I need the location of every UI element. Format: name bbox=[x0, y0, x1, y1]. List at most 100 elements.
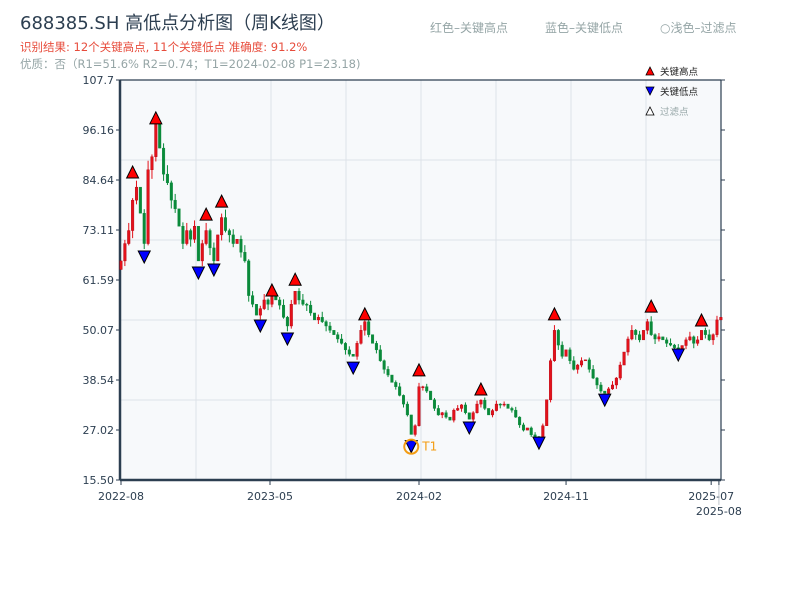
key-low-marker bbox=[346, 361, 361, 376]
candle-body bbox=[491, 410, 495, 416]
candle-body bbox=[665, 339, 669, 344]
candle-body bbox=[456, 408, 460, 411]
candle-body bbox=[231, 234, 235, 244]
key-high-marker bbox=[547, 306, 562, 321]
key-low-marker bbox=[532, 436, 546, 451]
candle-body bbox=[332, 330, 336, 335]
candle-body bbox=[142, 212, 146, 244]
candle-body bbox=[146, 169, 150, 244]
t1-highlight-circle bbox=[403, 438, 420, 455]
candle-body bbox=[301, 299, 305, 305]
candle-body bbox=[402, 395, 406, 405]
candle-body bbox=[313, 312, 317, 321]
candle-body bbox=[193, 226, 197, 240]
key-high-marker bbox=[125, 164, 140, 179]
key-high-marker bbox=[358, 306, 372, 321]
candle-body bbox=[467, 412, 471, 420]
candle-body bbox=[223, 217, 227, 231]
candle-body bbox=[510, 408, 514, 411]
candle-body bbox=[502, 403, 506, 406]
legend-label: 关键高点 bbox=[660, 66, 699, 78]
candle-body bbox=[475, 403, 479, 413]
candle-body bbox=[285, 317, 289, 327]
candle-body bbox=[409, 414, 413, 435]
candle-body bbox=[696, 339, 700, 344]
candle-body bbox=[576, 364, 580, 370]
candle-body bbox=[343, 343, 347, 351]
candle-body bbox=[119, 260, 123, 270]
candle-body bbox=[262, 299, 266, 309]
x-tick-label: 2024-02 bbox=[396, 490, 442, 503]
key-low-marker bbox=[280, 332, 295, 347]
y-tick-label: 107.7 bbox=[83, 74, 115, 87]
candle-body bbox=[386, 369, 390, 376]
key-low-marker bbox=[207, 263, 221, 278]
candle-body bbox=[371, 334, 375, 344]
candle-body bbox=[653, 334, 657, 340]
candle-body bbox=[127, 230, 131, 244]
candle-body bbox=[189, 230, 193, 240]
x-tick-label: 2025-08 bbox=[696, 505, 742, 518]
candle-body bbox=[138, 186, 142, 214]
candle-body bbox=[134, 186, 138, 201]
candle-body bbox=[525, 427, 529, 431]
candle-body bbox=[289, 304, 293, 327]
key-low-marker bbox=[597, 393, 612, 408]
key-high-marker bbox=[694, 312, 709, 327]
candle-body bbox=[374, 343, 378, 351]
candle-body bbox=[669, 343, 673, 346]
candle-body bbox=[692, 336, 696, 344]
candle-body bbox=[220, 217, 224, 236]
candle-body bbox=[278, 299, 282, 306]
quality-summary: 优质：否（R1=51.6% R2=0.74；T1=2024-02-08 P1=2… bbox=[20, 57, 361, 71]
candle-body bbox=[123, 243, 127, 262]
candle-body bbox=[328, 325, 332, 331]
candle-body bbox=[282, 304, 286, 318]
candle-body bbox=[305, 304, 309, 306]
x-tick-label: 2023-05 bbox=[247, 490, 293, 503]
candle-body bbox=[347, 349, 351, 355]
candle-body bbox=[254, 304, 258, 316]
candle-body bbox=[444, 412, 448, 418]
candle-body bbox=[131, 199, 135, 231]
candle-body bbox=[556, 330, 560, 346]
key-high-marker bbox=[474, 381, 488, 396]
candle-body bbox=[552, 330, 556, 361]
candle-body bbox=[239, 239, 243, 253]
candle-body bbox=[216, 234, 220, 262]
legend-marker-icon bbox=[645, 66, 655, 76]
candle-body bbox=[626, 338, 630, 353]
candle-body bbox=[672, 344, 676, 348]
candle-body bbox=[572, 360, 576, 370]
candle-body bbox=[684, 339, 688, 346]
candle-body bbox=[340, 338, 344, 344]
candle-body bbox=[355, 343, 359, 357]
candle-body bbox=[657, 336, 661, 340]
y-tick-label: 96.16 bbox=[83, 124, 115, 137]
candle-body bbox=[266, 299, 270, 305]
candle-body bbox=[398, 386, 402, 396]
key-high-marker bbox=[644, 298, 658, 313]
key-low-marker bbox=[462, 421, 477, 436]
candle-body bbox=[603, 390, 607, 394]
candle-body bbox=[560, 344, 564, 357]
candle-body bbox=[638, 334, 642, 341]
key-low-marker bbox=[191, 266, 206, 281]
candle-body bbox=[251, 295, 255, 305]
x-tick-label: 2025-07 bbox=[688, 490, 734, 503]
key-high-marker bbox=[199, 207, 213, 221]
y-tick-label: 50.07 bbox=[83, 324, 115, 337]
candle-body bbox=[212, 247, 216, 262]
candle-body bbox=[649, 321, 653, 335]
hint-blue: 蓝色–关键低点 bbox=[545, 21, 624, 35]
candle-body bbox=[200, 243, 204, 262]
candle-body bbox=[703, 330, 707, 335]
candle-body bbox=[367, 321, 371, 335]
candle-body bbox=[622, 351, 626, 366]
candle-body bbox=[707, 334, 711, 341]
candle-body bbox=[429, 390, 433, 400]
candle-body bbox=[587, 359, 591, 370]
candle-body bbox=[440, 412, 444, 416]
candle-body bbox=[336, 334, 340, 340]
